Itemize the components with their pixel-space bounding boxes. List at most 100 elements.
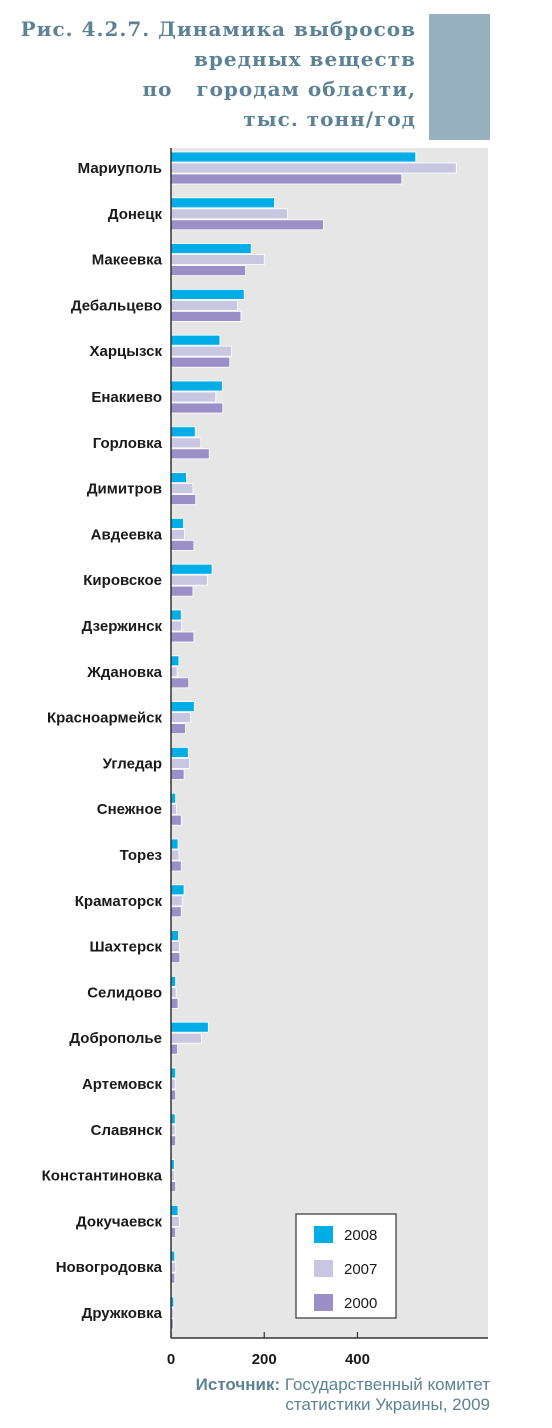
category-label-6: Енакиево	[91, 389, 162, 406]
bar-2007-17	[170, 895, 183, 907]
category-label-26: Дружковка	[82, 1305, 163, 1322]
source-label: Источник:	[195, 1375, 281, 1394]
category-label-8: Димитров	[87, 481, 162, 498]
category-label-18: Шахтерск	[90, 939, 163, 956]
bar-2000-13	[170, 723, 186, 734]
bar-2000-12	[170, 677, 190, 689]
bar-2008-14	[170, 747, 189, 758]
bar-2008-20	[170, 1021, 209, 1033]
category-label-9: Авдеевка	[91, 526, 163, 543]
bar-2008-1	[170, 151, 417, 163]
bar-2000-19	[170, 998, 179, 1009]
title-line-3: по городам области,	[142, 77, 416, 101]
category-label-17: Краматорск	[75, 893, 163, 910]
bar-2008-16	[170, 838, 179, 850]
bar-2000-15	[170, 814, 182, 826]
bar-2008-7	[170, 426, 196, 438]
bar-2007-3	[170, 254, 265, 266]
plot-background	[171, 148, 488, 1338]
bar-2008-17	[170, 884, 185, 896]
category-label-13: Красноармейск	[47, 710, 163, 727]
bar-2007-18	[170, 941, 180, 952]
bar-2008-9	[170, 518, 184, 529]
bar-2007-6	[170, 391, 217, 403]
category-label-3: Макеевка	[92, 252, 163, 269]
category-label-12: Ждановка	[86, 664, 162, 681]
bar-2000-7	[170, 448, 210, 460]
bar-2000-4	[170, 310, 242, 322]
bar-2008-12	[170, 655, 180, 667]
legend-swatch-2000	[314, 1294, 333, 1311]
bar-2000-6	[170, 402, 224, 414]
category-label-19: Селидово	[87, 984, 162, 1001]
bar-2000-3	[170, 265, 246, 277]
bar-2008-11	[170, 609, 182, 621]
bar-2008-10	[170, 563, 213, 575]
title-accent-block	[429, 14, 490, 140]
source-line-2: статистики Украины, 2009	[285, 1395, 490, 1414]
category-label-11: Дзержинск	[82, 618, 163, 635]
bar-2000-18	[170, 952, 181, 963]
bar-2008-4	[170, 288, 245, 300]
x-tick-label-1: 0	[167, 1351, 175, 1368]
bar-2008-5	[170, 334, 221, 346]
bar-2000-20	[170, 1043, 178, 1055]
bar-2000-10	[170, 585, 194, 597]
legend-label-2008: 2008	[344, 1227, 377, 1244]
title-line-2: вредных веществ	[194, 47, 416, 71]
bar-2000-2	[170, 219, 324, 231]
category-label-21: Артемовск	[82, 1076, 163, 1093]
bar-2007-19	[170, 987, 177, 998]
bar-2007-4	[170, 299, 239, 311]
bar-2007-16	[170, 849, 180, 861]
bar-2000-5	[170, 356, 231, 368]
bar-2007-8	[170, 483, 194, 495]
x-tick-label-3: 400	[345, 1351, 370, 1368]
legend-label-2007: 2007	[344, 1261, 377, 1278]
bar-2007-5	[170, 345, 233, 357]
bar-2007-15	[170, 803, 177, 815]
bar-2007-13	[170, 712, 191, 723]
legend-box	[295, 1213, 397, 1319]
bar-2008-3	[170, 243, 252, 255]
title-line-4: тыс. тонн/год	[243, 107, 416, 131]
bar-2008-6	[170, 380, 223, 392]
bar-2000-11	[170, 631, 195, 643]
category-label-10: Кировское	[83, 572, 162, 589]
bar-2007-12	[170, 666, 178, 678]
bar-2007-9	[170, 529, 185, 540]
bar-2007-10	[170, 574, 208, 586]
title-line-1: Рис. 4.2.7. Динамика выбросов	[20, 17, 416, 41]
category-label-16: Торез	[120, 847, 162, 864]
category-label-2: Донецк	[108, 206, 163, 223]
bar-2007-11	[170, 620, 183, 632]
category-label-14: Угледар	[103, 755, 162, 772]
bar-2000-14	[170, 769, 185, 780]
bar-2000-1	[170, 173, 403, 185]
bar-2000-16	[170, 860, 182, 872]
category-label-1: Мариуполь	[78, 160, 162, 177]
bar-2000-8	[170, 494, 197, 506]
bar-2008-13	[170, 701, 195, 712]
category-label-5: Харцызск	[90, 343, 163, 360]
category-label-20: Доброполье	[69, 1030, 162, 1047]
source-line-1: Государственный комитет	[284, 1375, 490, 1394]
legend-label-2000: 2000	[344, 1295, 377, 1312]
bar-2008-18	[170, 930, 179, 941]
chart-title: Рис. 4.2.7. Динамика выбросов вредных ве…	[0, 14, 416, 134]
category-label-24: Докучаевск	[76, 1213, 162, 1230]
bar-2007-7	[170, 437, 202, 449]
bar-2008-2	[170, 197, 275, 209]
bar-2007-2	[170, 208, 288, 220]
bar-2008-8	[170, 472, 187, 484]
bar-2007-20	[170, 1032, 202, 1044]
bar-2000-9	[170, 540, 195, 551]
bar-2007-14	[170, 758, 191, 769]
source-note: Источник: Государственный комитет статис…	[196, 1375, 490, 1415]
category-label-22: Славянск	[91, 1122, 163, 1139]
bar-2007-1	[170, 162, 457, 174]
bar-2008-24	[170, 1205, 179, 1216]
bar-2007-24	[170, 1216, 180, 1227]
legend-swatch-2007	[314, 1260, 333, 1277]
